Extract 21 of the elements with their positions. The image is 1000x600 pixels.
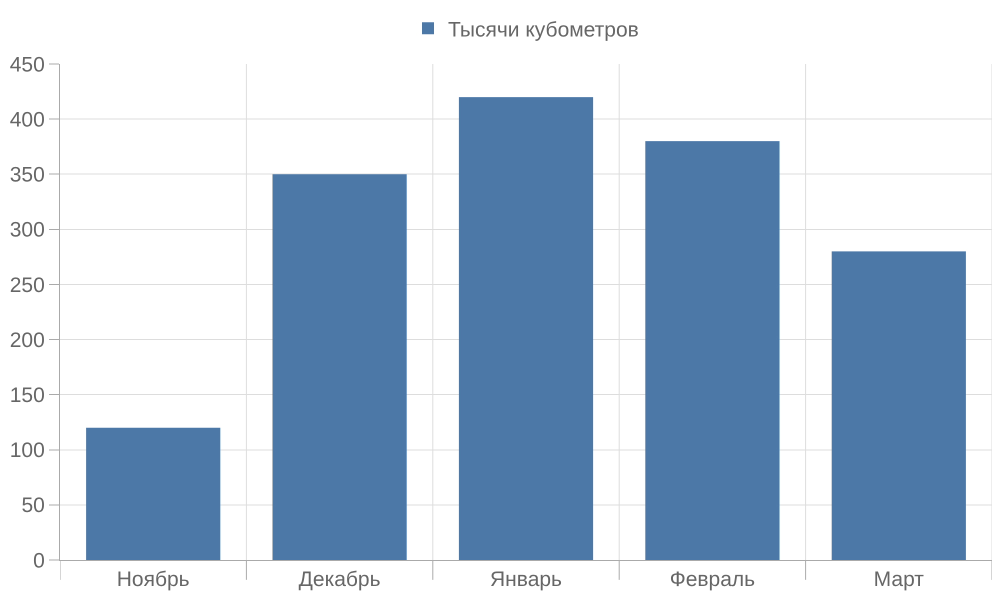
bar [86,428,220,560]
bar [272,174,407,560]
bar [832,251,966,560]
y-tick-label: 200 [10,328,45,352]
bar [645,141,780,560]
y-tick-label: 50 [21,494,45,518]
y-tick-label: 150 [10,384,45,408]
x-tick-label: Ноябрь [116,568,190,592]
y-tick-label: 400 [10,108,45,132]
y-tick-label: 0 [33,549,45,572]
x-tick-label: Март [874,568,924,592]
y-tick-label: 300 [10,218,45,242]
y-tick-label: 100 [10,439,45,462]
y-tick-label: 250 [10,274,45,297]
y-tick-label: 350 [10,164,45,187]
legend-label: Тысячи кубометров [448,18,639,42]
x-tick-label: Декабрь [298,568,381,592]
x-tick-label: Январь [490,568,562,592]
x-tick-label: Февраль [670,568,756,592]
y-tick-label: 450 [10,53,45,76]
bar [458,97,594,560]
